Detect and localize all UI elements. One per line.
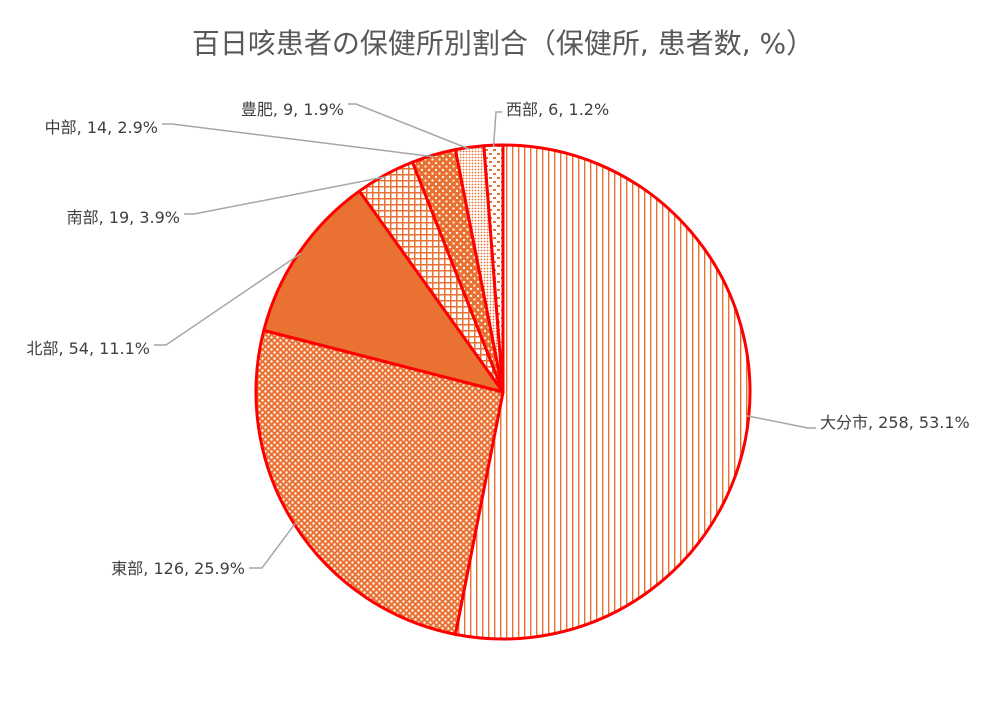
- leader-line-2: [249, 522, 297, 569]
- chart-title: 百日咳患者の保健所別割合（保健所, 患者数, %）: [191, 27, 815, 60]
- data-label-2: 東部, 126, 25.9%: [111, 559, 245, 578]
- data-label-1: 大分市, 258, 53.1%: [820, 413, 970, 432]
- data-label-7: 西部, 6, 1.2%: [506, 100, 609, 119]
- leader-line-4: [184, 175, 387, 215]
- data-label-4: 南部, 19, 3.9%: [67, 208, 180, 227]
- data-label-5: 中部, 14, 2.9%: [45, 118, 158, 137]
- leader-line-1: [746, 414, 816, 429]
- leader-line-6: [348, 103, 471, 150]
- leader-line-3: [154, 252, 302, 346]
- leader-line-5: [162, 123, 435, 158]
- data-label-6: 豊肥, 9, 1.9%: [241, 100, 344, 119]
- data-label-3: 北部, 54, 11.1%: [26, 339, 150, 358]
- leader-line-7: [492, 111, 502, 148]
- pie-slice-3: [262, 189, 505, 394]
